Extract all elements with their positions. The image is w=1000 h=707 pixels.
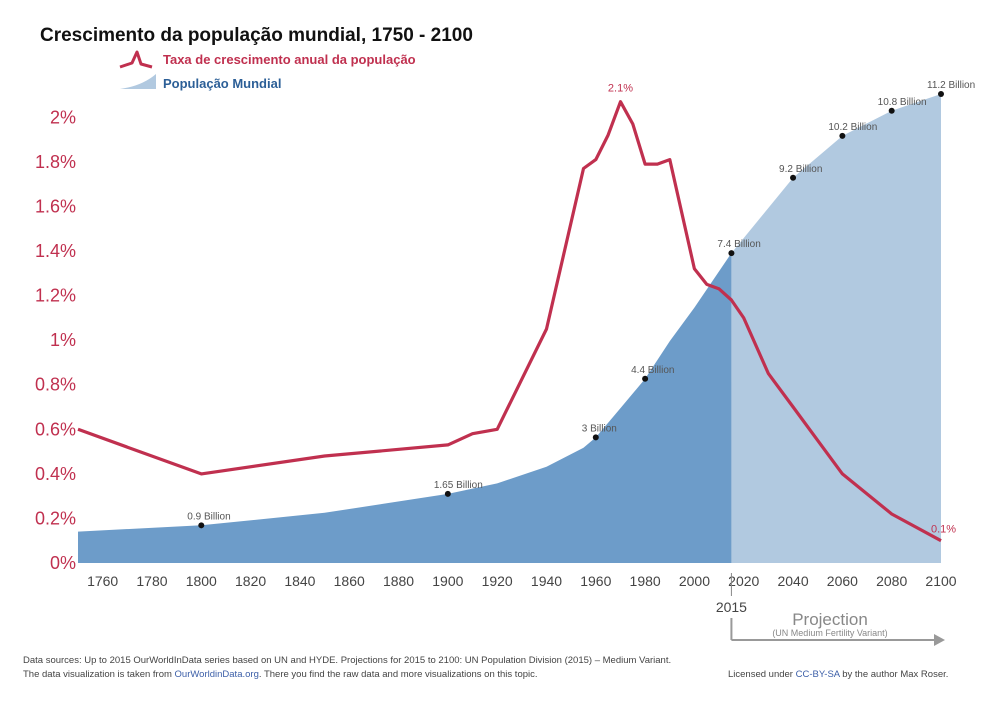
growth-rate-label: 2.1% (608, 83, 633, 95)
population-point (444, 490, 451, 497)
population-point (790, 174, 797, 181)
population-point (839, 132, 846, 139)
x-tick-label: 1940 (531, 573, 562, 589)
growth-rate-line (77, 100, 942, 543)
x-axis: 1760 1780 1800 1820 1840 1860 1880 1900 1920 1940… (78, 563, 957, 589)
y-tick-label: 0.2% (35, 508, 76, 528)
projection-arrow-icon (934, 634, 945, 646)
x-tick-label: 1960 (580, 573, 611, 589)
footer-viz: The data visualization is taken from Our… (23, 669, 538, 680)
legend-population-label: População Mundial (163, 76, 281, 91)
growth-rate-label: 0.1% (931, 524, 956, 536)
population-point (888, 107, 895, 114)
population-point (592, 434, 599, 441)
x-tick-label: 2100 (925, 573, 956, 589)
historical-area (78, 253, 732, 563)
population-point (198, 522, 205, 529)
x-tick-label: 1780 (136, 573, 167, 589)
population-point-label: 0.9 Billion (187, 511, 230, 522)
y-tick-label: 1.8% (35, 152, 76, 172)
license-suffix: by the author Max Roser. (839, 669, 949, 680)
projection-area (731, 94, 941, 563)
sources-text: Data sources: Up to 2015 OurWorldInData … (23, 655, 672, 666)
x-tick-label: 1820 (235, 573, 266, 589)
y-tick-label: 0.4% (35, 464, 76, 484)
population-point-label: 1.65 Billion (434, 480, 483, 491)
growth-rate-series: 2.1% 0.1% (77, 83, 956, 543)
viz-prefix: The data visualization is taken from (23, 669, 175, 680)
x-tick-label: 1980 (630, 573, 661, 589)
population-point-label: 11.2 Billion (927, 80, 975, 91)
y-tick-label: 1.6% (35, 196, 76, 216)
x-axis-band (78, 563, 941, 573)
population-areas (78, 94, 941, 563)
y-tick-label: 1% (50, 330, 76, 350)
population-point-label: 4.4 Billion (631, 365, 674, 376)
population-point (642, 375, 649, 382)
projection-sublabel: (UN Medium Fertility Variant) (772, 628, 887, 638)
x-tick-label: 1860 (334, 573, 365, 589)
footer-license: Licensed under CC-BY-SA by the author Ma… (728, 669, 948, 680)
y-axis: 0% 0.2% 0.4% 0.6% 0.8% 1% 1.2% 1.4% 1.6% 1.8% 2% (35, 107, 76, 573)
footer-sources: Data sources: Up to 2015 OurWorldInData … (23, 655, 671, 666)
x-tick-label: 1920 (482, 573, 513, 589)
population-point-label: 3 Billion (582, 423, 617, 434)
projection-marker: 2015 Projection(UN Medium Fertility Varia… (716, 573, 945, 646)
y-tick-label: 0% (50, 553, 76, 573)
license-link[interactable]: CC-BY-SA (795, 669, 840, 680)
viz-suffix: . There you find the raw data and more v… (258, 669, 538, 680)
x-tick-label: 2020 (728, 573, 759, 589)
y-tick-label: 0.8% (35, 375, 76, 395)
legend-population-icon (120, 74, 156, 89)
x-tick-label: 2080 (876, 573, 907, 589)
projection-label: Projection (792, 610, 868, 629)
license-prefix: Licensed under (728, 669, 796, 680)
population-point-label: 10.2 Billion (828, 122, 877, 133)
x-tick-label: 1760 (87, 573, 118, 589)
population-point (938, 91, 944, 97)
y-tick-label: 1.2% (35, 286, 76, 306)
x-tick-label: 2000 (679, 573, 710, 589)
legend-rate-label: Taxa de crescimento anual da população (163, 52, 416, 67)
y-tick-label: 0.6% (35, 419, 76, 439)
projection-start-label: 2015 (716, 599, 747, 615)
legend: Taxa de crescimento anual da população P… (119, 50, 416, 91)
population-point (728, 250, 735, 257)
population-point-label: 9.2 Billion (779, 164, 822, 175)
x-tick-label: 1840 (284, 573, 315, 589)
x-tick-label: 1800 (186, 573, 217, 589)
x-tick-label: 1880 (383, 573, 414, 589)
legend-rate-icon (119, 50, 153, 69)
x-tick-label: 2060 (827, 573, 858, 589)
population-point-label: 10.8 Billion (878, 97, 927, 108)
y-tick-label: 1.4% (35, 241, 76, 261)
y-tick-label: 2% (50, 107, 76, 127)
population-point-label: 7.4 Billion (717, 239, 760, 250)
chart-title: Crescimento da população mundial, 1750 -… (40, 25, 473, 46)
x-tick-label: 1900 (432, 573, 463, 589)
population-points: 0.9 Billion 1.65 Billion 3 Billion 4.4 Bill… (187, 80, 975, 529)
owid-link[interactable]: OurWorldinData.org (174, 669, 259, 680)
x-tick-label: 2040 (777, 573, 808, 589)
